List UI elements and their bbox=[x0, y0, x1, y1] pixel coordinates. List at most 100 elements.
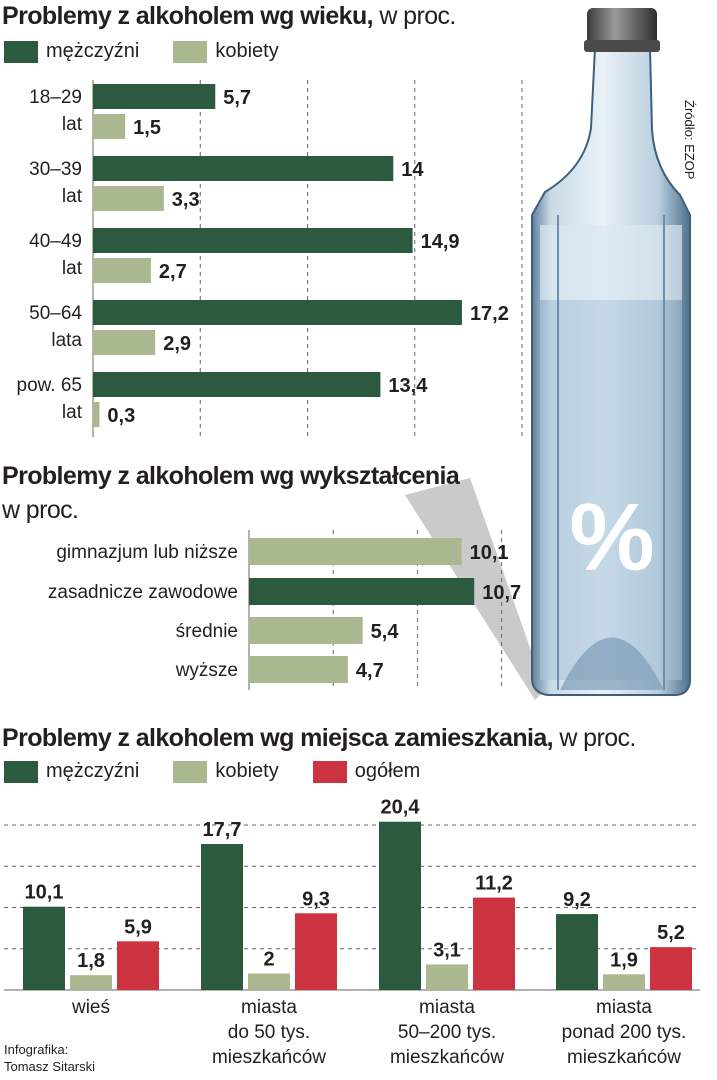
data-label: 10,7 bbox=[482, 582, 521, 604]
bar bbox=[426, 964, 468, 990]
data-label: 5,7 bbox=[223, 87, 251, 109]
bar bbox=[473, 897, 515, 990]
data-label: 3,3 bbox=[172, 189, 200, 211]
category-label: mieszkańców bbox=[567, 1047, 681, 1068]
education-chart-title: Problemy z alkoholem wg wykształcenia bbox=[2, 462, 460, 491]
data-label: 14 bbox=[401, 159, 424, 181]
bar bbox=[93, 228, 413, 253]
data-label: 5,4 bbox=[371, 621, 400, 643]
category-label: mieszkańców bbox=[212, 1047, 326, 1068]
data-label: 13,4 bbox=[388, 375, 428, 397]
category-label: 50–64 bbox=[29, 303, 82, 324]
education-title-text: Problemy z alkoholem wg wykształcenia bbox=[2, 462, 460, 490]
category-label: lat bbox=[62, 258, 83, 279]
bar bbox=[117, 941, 159, 990]
category-label: 50–200 tys. bbox=[398, 1022, 496, 1043]
category-label: zasadnicze zawodowe bbox=[48, 582, 238, 603]
category-label: lat bbox=[62, 186, 83, 207]
data-label: 14,9 bbox=[421, 231, 460, 253]
bar bbox=[93, 186, 164, 211]
residence-legend: mężczyźni kobiety ogółem bbox=[4, 760, 454, 783]
age-title-unit: w proc. bbox=[379, 2, 456, 30]
data-label: 17,2 bbox=[470, 303, 509, 325]
data-label: 2,9 bbox=[163, 333, 191, 355]
residence-title-text: Problemy z alkoholem wg miejsca zamieszk… bbox=[2, 724, 554, 752]
bar bbox=[93, 258, 151, 283]
bar bbox=[295, 913, 337, 990]
category-label: do 50 tys. bbox=[228, 1022, 310, 1043]
data-label: 1,8 bbox=[77, 950, 105, 972]
category-label: 18–29 bbox=[29, 87, 82, 108]
category-label: lata bbox=[51, 330, 82, 351]
legend-label-total: ogółem bbox=[354, 760, 421, 782]
data-label: 2 bbox=[263, 949, 274, 971]
bottle-bottom-dome bbox=[560, 637, 664, 690]
bottle-shadow bbox=[405, 478, 545, 700]
infographic-credit-line2: Tomasz Sitarski bbox=[4, 1059, 96, 1074]
category-label: miasta bbox=[241, 997, 297, 1018]
bar bbox=[249, 578, 475, 605]
bar bbox=[249, 538, 462, 565]
category-label: 40–49 bbox=[29, 231, 82, 252]
category-label: miasta bbox=[419, 997, 475, 1018]
residence-bar-chart: 10,1 1,8 5,9 wieś 17,7 2 9,3 miasta do 50 tys. mi… bbox=[4, 797, 700, 1068]
legend-swatch-total bbox=[312, 760, 347, 783]
category-label: lat bbox=[62, 402, 83, 423]
category-label: miasta bbox=[596, 997, 652, 1018]
source-credit: Źródło: EZOP bbox=[682, 100, 697, 180]
bar bbox=[93, 402, 100, 427]
legend-swatch-men bbox=[4, 40, 38, 63]
percent-symbol: % bbox=[569, 484, 654, 591]
bar bbox=[201, 843, 243, 990]
infographic-credit: Infografika: Tomasz Sitarski bbox=[4, 1041, 95, 1075]
legend-label-women: kobiety bbox=[215, 40, 279, 62]
legend-label-men: mężczyźni bbox=[46, 760, 140, 782]
bar bbox=[556, 914, 598, 990]
category-label: gimnazjum lub niższe bbox=[56, 542, 238, 563]
data-label: 4,7 bbox=[356, 660, 384, 682]
data-label: 5,9 bbox=[124, 916, 152, 938]
data-label: 2,7 bbox=[159, 261, 187, 283]
data-label: 1,5 bbox=[133, 117, 161, 139]
bottle-label-band bbox=[540, 225, 682, 300]
legend-label-men: mężczyźni bbox=[46, 40, 140, 62]
bottle-liquid bbox=[540, 300, 682, 680]
category-label: wyższe bbox=[175, 660, 238, 681]
bar bbox=[93, 372, 381, 397]
bar bbox=[248, 973, 290, 990]
bar bbox=[23, 906, 65, 990]
age-chart-title: Problemy z alkoholem wg wieku, w proc. bbox=[2, 2, 456, 31]
bar bbox=[603, 974, 645, 990]
category-label: średnie bbox=[176, 621, 238, 642]
category-label: ponad 200 tys. bbox=[562, 1022, 687, 1043]
data-label: 20,4 bbox=[381, 797, 421, 819]
legend-label-women: kobiety bbox=[215, 760, 279, 782]
legend-swatch-men bbox=[4, 760, 38, 783]
education-title-unit: w proc. bbox=[2, 496, 79, 524]
bar bbox=[249, 617, 363, 644]
age-title-text: Problemy z alkoholem wg wieku, bbox=[2, 2, 374, 30]
bar bbox=[70, 975, 112, 990]
category-label: mieszkańców bbox=[390, 1047, 504, 1068]
data-label: 0,3 bbox=[107, 405, 135, 427]
data-label: 1,9 bbox=[610, 949, 638, 971]
bottle-cap bbox=[587, 8, 657, 48]
category-label: pow. 65 bbox=[17, 375, 83, 396]
data-label: 9,3 bbox=[302, 888, 330, 910]
bar bbox=[93, 84, 216, 109]
data-label: 5,2 bbox=[657, 922, 685, 944]
bar bbox=[650, 947, 692, 990]
data-label: 17,7 bbox=[203, 819, 242, 841]
bar bbox=[249, 656, 348, 683]
education-bar-chart: gimnazjum lub niższe 10,1 zasadnicze zawod… bbox=[48, 530, 521, 690]
data-label: 9,2 bbox=[563, 889, 591, 911]
data-label: 11,2 bbox=[475, 873, 513, 895]
category-label: 30–39 bbox=[29, 159, 82, 180]
bar bbox=[93, 330, 156, 355]
data-label: 10,1 bbox=[470, 542, 509, 564]
bar bbox=[379, 821, 421, 990]
bottle-illustration: % bbox=[405, 8, 691, 700]
education-chart-unit: w proc. bbox=[2, 496, 79, 525]
bottle-cap-ring bbox=[584, 40, 660, 52]
